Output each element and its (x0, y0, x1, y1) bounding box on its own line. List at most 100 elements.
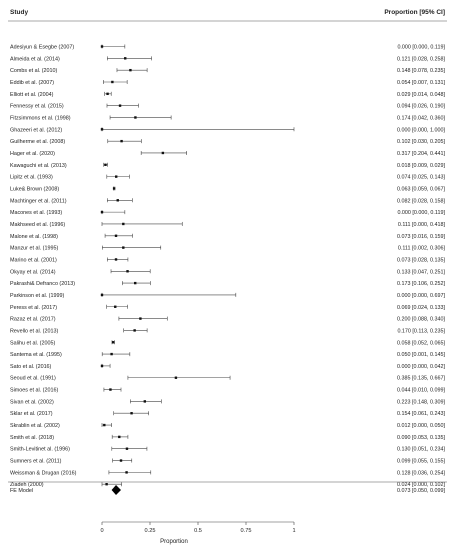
x-tick-label: 0.5 (194, 528, 202, 534)
table-row: Marino et al. (2001) 0.073 [0.028, 0.135] (10, 257, 445, 263)
point-estimate (125, 447, 129, 450)
estimate-text: 0.385 [0.135, 0.667] (397, 376, 445, 382)
point-estimate (115, 175, 118, 178)
point-estimate (143, 400, 147, 403)
table-row: Elliott et al. (2004) 0.029 [0.014, 0.048… (10, 91, 445, 98)
point-estimate (130, 412, 133, 415)
study-label: Manzur et al. (1995) (10, 246, 58, 252)
point-estimate (100, 364, 104, 368)
estimate-text: 0.102 [0.030, 0.205] (397, 139, 445, 145)
study-rows: Adesiyun & Esegbe (2007) 0.000 [0.000, 0.… (10, 44, 446, 488)
estimate-text: 0.111 [0.002, 0.306] (398, 246, 446, 252)
study-label: Fitzsimmons et al. (1998) (10, 115, 71, 121)
point-estimate (126, 270, 129, 273)
estimate-text: 0.029 [0.014, 0.048] (397, 92, 445, 98)
estimate-text: 0.090 [0.053, 0.135] (397, 435, 445, 441)
table-row: Sivan et al. (2002) 0.223 [0.148, 0.309] (10, 399, 445, 405)
table-row: Skrablin et al. (2002) 0.012 [0.000, 0.05… (10, 423, 445, 429)
x-tick-label: 0.75 (241, 528, 252, 534)
study-label: Salihu et al. (2005) (10, 340, 55, 346)
point-estimate (139, 317, 142, 320)
table-row: Sato et al. (2016) 0.000 [0.000, 0.042] (10, 363, 445, 370)
estimate-text: 0.154 [0.061, 0.243] (397, 411, 445, 417)
table-row: Ghazeeri et al. (2012) 0.000 [0.000, 1.00… (10, 127, 445, 133)
estimate-text: 0.000 [0.000, 0.119] (397, 45, 445, 51)
study-label: Razaz et al. (2017) (10, 317, 56, 323)
table-row: Guilherme et al. (2008) 0.102 [0.030, 0.2… (10, 139, 445, 145)
estimate-text: 0.012 [0.000, 0.050] (397, 423, 445, 429)
estimate-text: 0.000 [0.000, 0.042] (397, 364, 445, 370)
point-estimate (105, 483, 108, 486)
estimate-text: 0.223 [0.148, 0.309] (397, 399, 445, 405)
estimate-text: 0.099 [0.055, 0.155] (397, 459, 445, 465)
estimate-text: 0.174 [0.042, 0.360] (397, 115, 445, 121)
table-row: Sklar et al. (2017) 0.154 [0.061, 0.243] (10, 411, 445, 417)
point-estimate (114, 305, 117, 308)
point-estimate (111, 341, 115, 344)
point-estimate (118, 104, 122, 107)
table-row: Machtinger et al. (2011) 0.082 [0.028, 0.… (10, 198, 445, 204)
table-row: Seoud et al. (1991) 0.385 [0.135, 0.667] (10, 375, 445, 382)
point-estimate (118, 435, 121, 439)
point-estimate (116, 199, 119, 202)
study-label: Combs et al. (2010) (10, 68, 58, 74)
estimate-text: 0.148 [0.078, 0.235] (397, 68, 445, 74)
study-label: Seoud et al. (1991) (10, 376, 56, 382)
table-row: Okyay et al. (2014) 0.133 [0.047, 0.251] (10, 269, 445, 275)
estimate-text: 0.133 [0.047, 0.251] (397, 269, 445, 275)
point-estimate (106, 92, 109, 96)
estimate-text: 0.058 [0.052, 0.065] (397, 340, 445, 346)
study-label: Smith-Levitinet al. (1996) (10, 447, 70, 453)
study-label: Weissman & Drugan (2016) (10, 470, 77, 476)
x-tick-label: 0.25 (145, 528, 156, 534)
point-estimate (114, 258, 118, 261)
study-label: Sivan et al. (2002) (10, 399, 54, 405)
study-column-header: Study (10, 9, 28, 16)
estimate-text: 0.044 [0.010, 0.099] (397, 388, 445, 394)
point-estimate (100, 210, 104, 214)
point-estimate (122, 222, 125, 226)
estimate-text: 0.050 [0.001, 0.145] (397, 352, 445, 358)
x-axis: 0 0.25 0.5 0.75 1 (100, 521, 296, 534)
study-label: Peress et al. (2017) (10, 305, 57, 311)
point-estimate (110, 352, 113, 356)
study-label: Parkinson et al. (1999) (10, 293, 64, 299)
summary-estimate-text: 0.073 [0.050, 0.099] (397, 488, 445, 494)
estimate-text: 0.063 [0.059, 0.067] (397, 186, 445, 192)
study-label: Makhseed et al. (1996) (10, 222, 65, 228)
estimate-text: 0.082 [0.028, 0.158] (397, 198, 445, 204)
estimate-text: 0.111 [0.000, 0.418] (398, 222, 446, 228)
table-row: Almeida et al. (2014) 0.121 [0.028, 0.258… (10, 56, 445, 62)
point-estimate (119, 459, 123, 462)
table-row: Parkinson et al. (1999) 0.000 [0.000, 0.6… (10, 292, 445, 299)
point-estimate (100, 128, 104, 131)
point-estimate (100, 293, 104, 297)
study-label: Skrablin et al. (2002) (10, 423, 60, 429)
study-label: Kawaguchi et al. (2013) (10, 163, 67, 169)
estimate-text: 0.000 [0.000, 0.119] (397, 210, 445, 216)
point-estimate (133, 329, 136, 332)
estimate-text: 0.018 [0.009, 0.029] (397, 163, 445, 169)
estimate-text: 0.000 [0.000, 1.000] (397, 127, 445, 133)
study-label: Sumners et al. (2011) (10, 459, 62, 465)
point-estimate (120, 139, 123, 143)
table-row: Smith-Levitinet al. (1996) 0.130 [0.051, … (10, 446, 445, 453)
point-estimate (122, 246, 125, 249)
estimate-text: 0.130 [0.051, 0.234] (397, 447, 445, 453)
estimate-text: 0.074 [0.025, 0.143] (397, 175, 445, 181)
table-row: Ziadeh (2000) 0.024 [0.000, 0.102] (10, 482, 445, 488)
estimate-column-header: Proportion [95% CI] (384, 9, 445, 16)
table-row: Combs et al. (2010) 0.148 [0.078, 0.235] (10, 68, 445, 74)
table-row: Fennessy et al. (2015) 0.094 [0.026, 0.19… (10, 103, 445, 110)
table-row: Hager et al. (2020) 0.317 [0.204, 0.441] (10, 150, 445, 157)
table-row: Malone et al. (1998) 0.073 [0.016, 0.159] (10, 233, 445, 240)
study-label: Guilherme et al. (2008) (10, 139, 65, 145)
estimate-text: 0.024 [0.000, 0.102] (397, 482, 445, 488)
estimate-text: 0.317 [0.204, 0.441] (397, 151, 445, 157)
table-row: Santema et al. (1995) 0.050 [0.001, 0.145… (10, 352, 445, 358)
table-row: Salihu et al. (2005) 0.058 [0.052, 0.065] (10, 340, 445, 346)
table-row: Peress et al. (2017) 0.069 [0.024, 0.133] (10, 304, 445, 311)
point-estimate (129, 68, 132, 72)
study-label: Hager et al. (2020) (10, 151, 55, 157)
